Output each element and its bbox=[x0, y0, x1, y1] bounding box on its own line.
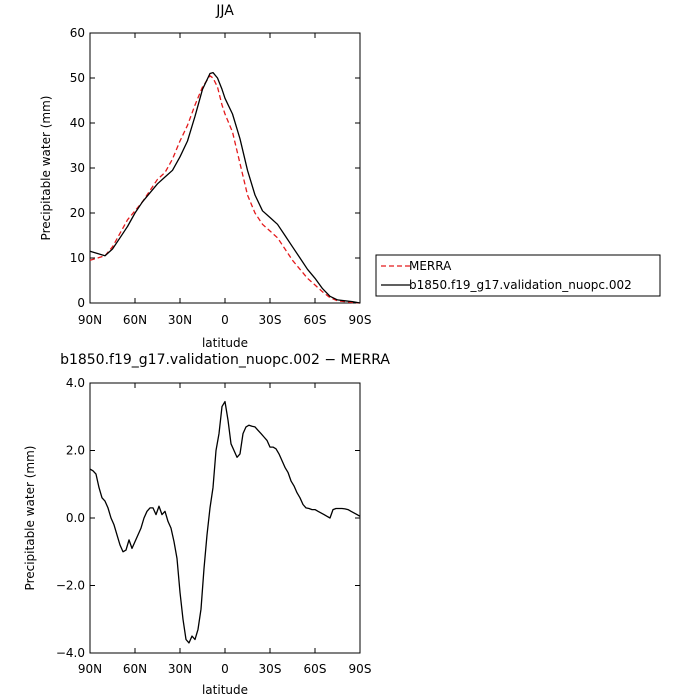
top-panel-xtick-label: 30N bbox=[168, 313, 192, 327]
bottom-panel-xtick-label: 60S bbox=[304, 662, 327, 676]
top-panel-xlabel: latitude bbox=[202, 336, 248, 350]
top-panel: JJA 90N 60N 30N 0 30S 60S 90S 0 10 20 30 40 50 60 lat… bbox=[39, 3, 371, 350]
bottom-panel-xtick-label: 0 bbox=[221, 662, 229, 676]
top-panel-series-line-1 bbox=[89, 71, 361, 304]
top-panel-ytick-label: 10 bbox=[70, 251, 85, 265]
bottom-panel-title: b1850.f19_g17.validation_nuopc.002 − MER… bbox=[60, 352, 390, 368]
bottom-panel-ylabel: Precipitable water (mm) bbox=[23, 446, 37, 591]
top-panel-axes: 90N 60N 30N 0 30S 60S 90S 0 10 20 30 40 50 60 bbox=[70, 26, 372, 327]
bottom-panel-ytick-label: 0.0 bbox=[66, 511, 85, 525]
top-panel-series-line-0 bbox=[89, 75, 361, 304]
bottom-panel-ytick-label: 4.0 bbox=[66, 376, 85, 390]
top-panel-xtick-label: 90S bbox=[349, 313, 372, 327]
top-panel-xtick-label: 60S bbox=[304, 313, 327, 327]
legend-label-merra: MERRA bbox=[409, 259, 452, 273]
top-panel-xtick-label: 0 bbox=[221, 313, 229, 327]
bottom-panel-axes: 90N 60N 30N 0 30S 60S 90S −4.0 −2.0 0.0 2.0 4.0 bbox=[56, 376, 372, 676]
bottom-panel-ytick-label: 2.0 bbox=[66, 444, 85, 458]
top-panel-xtick-label: 60N bbox=[123, 313, 147, 327]
bottom-panel-xtick-label: 90N bbox=[78, 662, 102, 676]
top-panel-ytick-label: 20 bbox=[70, 206, 85, 220]
bottom-panel-ytick-label: −2.0 bbox=[56, 579, 85, 593]
bottom-panel-xlabel: latitude bbox=[202, 683, 248, 697]
legend: MERRA b1850.f19_g17.validation_nuopc.002 bbox=[375, 254, 661, 297]
top-panel-ytick-label: 40 bbox=[70, 116, 85, 130]
top-panel-series bbox=[89, 71, 361, 304]
top-panel-title: JJA bbox=[215, 3, 234, 19]
bottom-panel-xtick-label: 60N bbox=[123, 662, 147, 676]
top-panel-xtick-label: 90N bbox=[78, 313, 102, 327]
bottom-panel-xtick-label: 30S bbox=[259, 662, 282, 676]
bottom-panel: b1850.f19_g17.validation_nuopc.002 − MER… bbox=[23, 352, 390, 697]
top-panel-ylabel: Precipitable water (mm) bbox=[39, 96, 53, 241]
bottom-panel-xtick-label: 90S bbox=[349, 662, 372, 676]
top-panel-ytick-label: 30 bbox=[70, 161, 85, 175]
top-panel-ytick-label: 50 bbox=[70, 71, 85, 85]
legend-label-model: b1850.f19_g17.validation_nuopc.002 bbox=[409, 278, 632, 292]
bottom-panel-plot-frame bbox=[89, 382, 361, 654]
top-panel-ytick-label: 60 bbox=[70, 26, 85, 40]
top-panel-xtick-label: 30S bbox=[259, 313, 282, 327]
top-panel-ytick-label: 0 bbox=[77, 296, 85, 310]
top-panel-plot-frame bbox=[89, 32, 361, 304]
bottom-panel-series-line-0 bbox=[89, 400, 361, 644]
bottom-panel-xtick-label: 30N bbox=[168, 662, 192, 676]
legend-box bbox=[375, 254, 661, 297]
bottom-panel-series bbox=[89, 400, 361, 644]
bottom-panel-ytick-label: −4.0 bbox=[56, 646, 85, 660]
